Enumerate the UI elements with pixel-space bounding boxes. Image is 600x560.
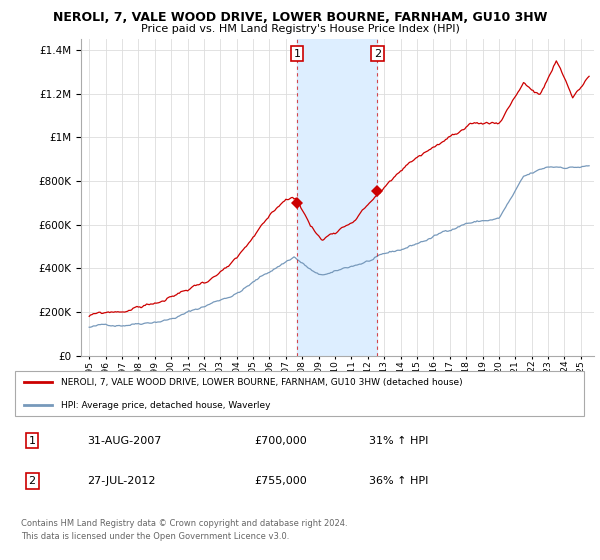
FancyBboxPatch shape (15, 371, 584, 416)
Text: 1: 1 (293, 49, 301, 59)
Text: £700,000: £700,000 (254, 436, 307, 446)
Text: 36% ↑ HPI: 36% ↑ HPI (369, 476, 428, 486)
Text: 27-JUL-2012: 27-JUL-2012 (87, 476, 155, 486)
Text: 31% ↑ HPI: 31% ↑ HPI (369, 436, 428, 446)
Text: This data is licensed under the Open Government Licence v3.0.: This data is licensed under the Open Gov… (21, 532, 289, 541)
Text: 1: 1 (29, 436, 35, 446)
Text: 2: 2 (374, 49, 381, 59)
Bar (297, 39, 377, 356)
Text: Contains HM Land Registry data © Crown copyright and database right 2024.: Contains HM Land Registry data © Crown c… (21, 520, 347, 529)
Text: NEROLI, 7, VALE WOOD DRIVE, LOWER BOURNE, FARNHAM, GU10 3HW (detached house): NEROLI, 7, VALE WOOD DRIVE, LOWER BOURNE… (61, 378, 463, 387)
Text: NEROLI, 7, VALE WOOD DRIVE, LOWER BOURNE, FARNHAM, GU10 3HW: NEROLI, 7, VALE WOOD DRIVE, LOWER BOURNE… (53, 11, 547, 24)
Text: £755,000: £755,000 (254, 476, 307, 486)
Text: 2: 2 (29, 476, 36, 486)
Text: 31-AUG-2007: 31-AUG-2007 (87, 436, 161, 446)
Text: HPI: Average price, detached house, Waverley: HPI: Average price, detached house, Wave… (61, 401, 271, 410)
Text: Price paid vs. HM Land Registry's House Price Index (HPI): Price paid vs. HM Land Registry's House … (140, 24, 460, 34)
